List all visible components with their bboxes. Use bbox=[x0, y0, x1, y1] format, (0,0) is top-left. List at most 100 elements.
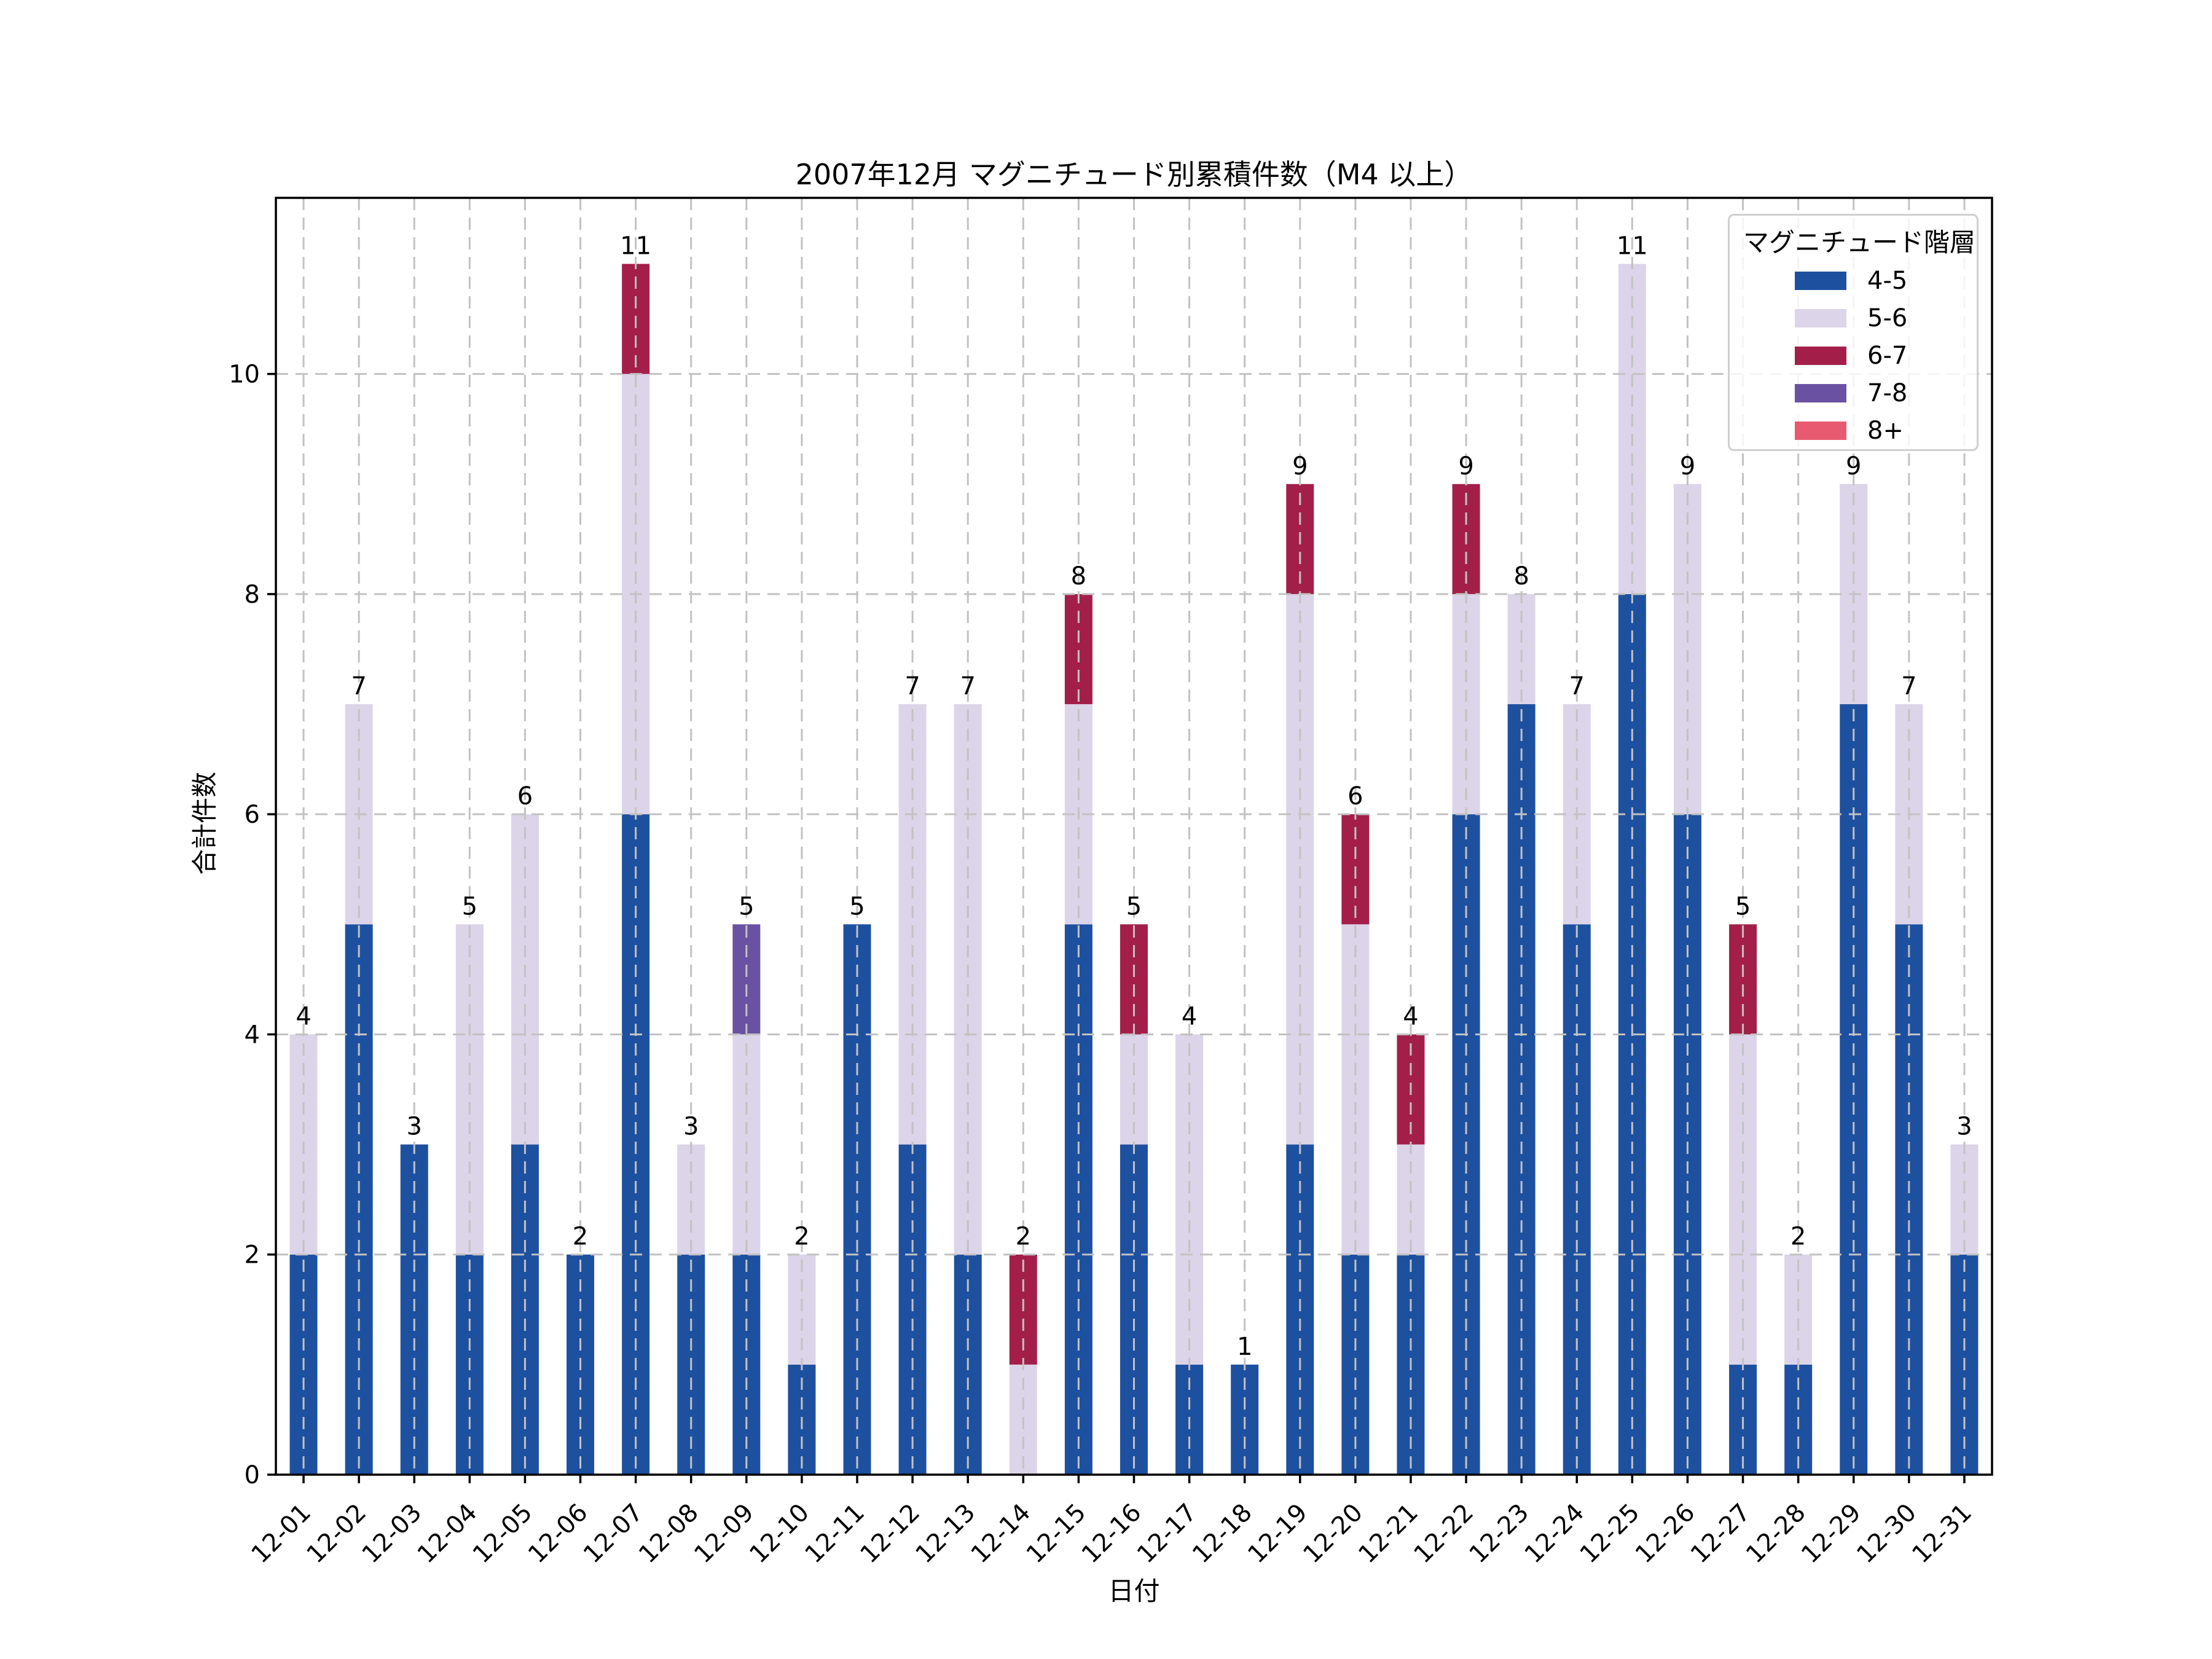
bar-total-label-12-01: 4 bbox=[296, 1002, 311, 1030]
bar-total-label-12-31: 3 bbox=[1956, 1113, 1972, 1141]
x-tick-label-12-21: 12-21 bbox=[1353, 1499, 1424, 1569]
x-tick-label-12-23: 12-23 bbox=[1464, 1499, 1535, 1569]
y-tick-label-2: 2 bbox=[245, 1241, 260, 1269]
y-tick-label-4: 4 bbox=[245, 1021, 260, 1049]
y-tick-label-8: 8 bbox=[245, 581, 260, 609]
x-tick-label-12-12: 12-12 bbox=[855, 1499, 925, 1569]
bar-segment-12-21-5-6 bbox=[1397, 1144, 1425, 1255]
bar-total-label-12-08: 3 bbox=[683, 1113, 699, 1141]
bar-segment-12-09-7-8 bbox=[732, 924, 761, 1035]
x-tick-label-12-04: 12-04 bbox=[412, 1499, 483, 1569]
x-tick-label-12-19: 12-19 bbox=[1242, 1499, 1313, 1569]
bar-total-label-12-12: 7 bbox=[904, 672, 920, 700]
y-tick-label-10: 10 bbox=[229, 361, 260, 389]
chart-title: 2007年12月 マグニチュード別累積件数（M4 以上） bbox=[795, 158, 1473, 191]
legend-items: 4-5 5-6 6-7 7-8 8+ bbox=[1730, 262, 1977, 449]
x-tick-label-12-18: 12-18 bbox=[1187, 1499, 1258, 1569]
x-tick-label-12-06: 12-06 bbox=[523, 1499, 594, 1569]
bar-total-label-12-21: 4 bbox=[1403, 1002, 1418, 1030]
bar-total-label-12-04: 5 bbox=[462, 892, 477, 920]
legend-label-4-5: 4-5 bbox=[1867, 266, 1908, 295]
legend-item-8+: 8+ bbox=[1730, 412, 1977, 449]
legend-swatch-6-7 bbox=[1795, 346, 1846, 365]
x-tick-label-12-26: 12-26 bbox=[1630, 1499, 1701, 1569]
x-tick-label-12-08: 12-08 bbox=[633, 1499, 704, 1569]
legend-title: マグニチュード階層 bbox=[1743, 227, 1976, 257]
legend-swatch-8+ bbox=[1795, 421, 1846, 440]
bar-segment-12-16-6-7 bbox=[1120, 924, 1148, 1035]
x-axis-label: 日付 bbox=[1108, 1576, 1160, 1606]
bar-total-label-12-07: 11 bbox=[620, 232, 651, 260]
bar-total-label-12-14: 2 bbox=[1016, 1223, 1031, 1251]
bar-total-label-12-18: 1 bbox=[1237, 1333, 1252, 1361]
x-tick-label-12-11: 12-11 bbox=[799, 1499, 870, 1569]
bar-total-label-12-25: 11 bbox=[1617, 232, 1648, 260]
x-tick-label-12-07: 12-07 bbox=[578, 1499, 649, 1569]
legend-label-5-6: 5-6 bbox=[1867, 304, 1908, 332]
bar-segment-12-23-5-6 bbox=[1507, 594, 1535, 705]
x-tick-label-12-16: 12-16 bbox=[1077, 1499, 1147, 1569]
bar-total-label-12-30: 7 bbox=[1901, 672, 1916, 700]
legend-swatch-7-8 bbox=[1795, 383, 1846, 402]
x-tick-label-12-27: 12-27 bbox=[1685, 1499, 1756, 1569]
x-tick-label-12-22: 12-22 bbox=[1408, 1499, 1479, 1569]
bar-total-label-12-20: 6 bbox=[1347, 782, 1363, 810]
x-tick-label-12-09: 12-09 bbox=[689, 1499, 759, 1569]
legend-item-6-7: 6-7 bbox=[1730, 337, 1977, 374]
x-tick-label-12-14: 12-14 bbox=[966, 1499, 1037, 1569]
x-tick-label-12-13: 12-13 bbox=[911, 1499, 981, 1569]
bar-total-label-12-24: 7 bbox=[1569, 672, 1585, 700]
bar-total-label-12-29: 9 bbox=[1846, 452, 1861, 480]
bar-total-label-12-19: 9 bbox=[1292, 452, 1308, 480]
y-tick-label-6: 6 bbox=[245, 801, 260, 829]
bar-total-label-12-06: 2 bbox=[573, 1223, 588, 1251]
bar-total-label-12-17: 4 bbox=[1182, 1002, 1197, 1030]
x-tick-label-12-24: 12-24 bbox=[1520, 1499, 1590, 1569]
bar-segment-12-31-5-6 bbox=[1950, 1144, 1979, 1255]
bar-total-label-12-26: 9 bbox=[1680, 452, 1695, 480]
bar-total-label-12-02: 7 bbox=[351, 672, 366, 700]
legend: マグニチュード階層 4-5 5-6 6-7 7-8 8+ bbox=[1728, 214, 1979, 451]
bar-total-label-12-15: 8 bbox=[1071, 562, 1086, 590]
legend-swatch-4-5 bbox=[1795, 271, 1846, 290]
y-axis-label: 合計件数 bbox=[189, 771, 220, 876]
bar-total-label-12-23: 8 bbox=[1513, 562, 1529, 590]
legend-label-7-8: 7-8 bbox=[1867, 378, 1908, 407]
bar-segment-12-15-6-7 bbox=[1064, 594, 1092, 705]
legend-item-7-8: 7-8 bbox=[1730, 374, 1977, 412]
bar-total-label-12-03: 3 bbox=[407, 1113, 422, 1141]
legend-item-5-6: 5-6 bbox=[1730, 299, 1977, 337]
x-tick-label-12-20: 12-20 bbox=[1298, 1499, 1368, 1569]
bar-segment-12-25-5-6 bbox=[1618, 264, 1646, 594]
bar-segment-12-22-5-6 bbox=[1452, 594, 1480, 815]
x-tick-label-12-25: 12-25 bbox=[1575, 1499, 1645, 1569]
x-tick-label-12-01: 12-01 bbox=[246, 1499, 316, 1569]
x-tick-label-12-05: 12-05 bbox=[468, 1499, 538, 1569]
x-tick-label-12-15: 12-15 bbox=[1021, 1499, 1092, 1569]
x-tick-label-12-29: 12-29 bbox=[1796, 1499, 1867, 1569]
bar-total-label-12-28: 2 bbox=[1790, 1223, 1806, 1251]
bar-segment-12-08-5-6 bbox=[677, 1144, 705, 1255]
legend-item-4-5: 4-5 bbox=[1730, 262, 1977, 299]
x-tick-label-12-03: 12-03 bbox=[357, 1499, 428, 1569]
bar-total-label-12-09: 5 bbox=[739, 892, 754, 920]
x-tick-label-12-28: 12-28 bbox=[1741, 1499, 1811, 1569]
bar-total-label-12-27: 5 bbox=[1735, 892, 1751, 920]
bar-total-label-12-22: 9 bbox=[1458, 452, 1473, 480]
bar-total-label-12-13: 7 bbox=[960, 672, 975, 700]
legend-swatch-5-6 bbox=[1795, 308, 1846, 327]
bar-segment-12-27-6-7 bbox=[1729, 924, 1757, 1035]
x-tick-label-12-30: 12-30 bbox=[1851, 1499, 1922, 1569]
y-tick-label-0: 0 bbox=[245, 1461, 260, 1489]
x-tick-label-12-17: 12-17 bbox=[1132, 1499, 1202, 1569]
x-tick-label-12-02: 12-02 bbox=[301, 1499, 372, 1569]
x-tick-label-12-31: 12-31 bbox=[1907, 1499, 1977, 1569]
x-tick-label-12-10: 12-10 bbox=[744, 1499, 815, 1569]
legend-label-8+: 8+ bbox=[1867, 416, 1904, 445]
bar-total-label-12-05: 6 bbox=[517, 782, 533, 810]
bar-total-label-12-11: 5 bbox=[849, 892, 865, 920]
bar-total-label-12-10: 2 bbox=[794, 1223, 809, 1251]
bar-total-label-12-16: 5 bbox=[1126, 892, 1142, 920]
